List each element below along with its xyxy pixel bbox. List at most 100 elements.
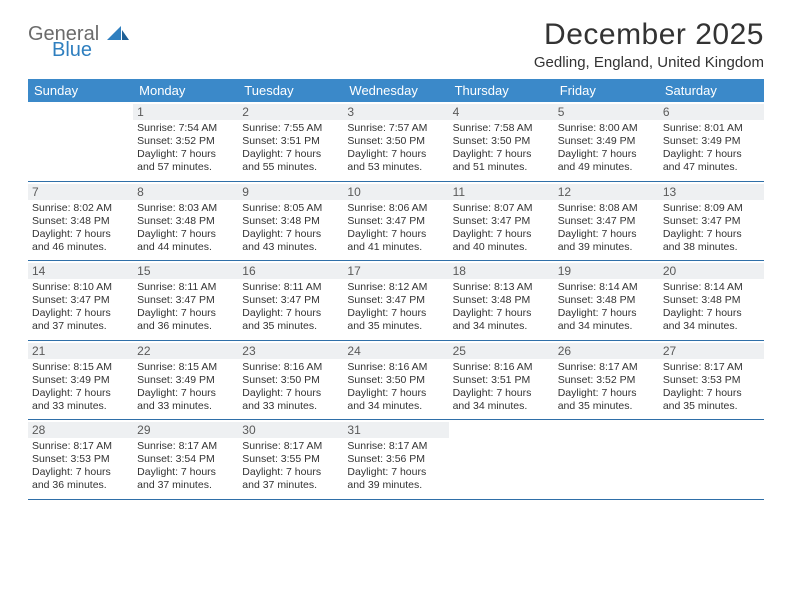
day-info: Sunrise: 8:06 AMSunset: 3:47 PMDaylight:…	[347, 202, 444, 255]
daylight-text: Daylight: 7 hours and 33 minutes.	[137, 387, 234, 413]
sunset-text: Sunset: 3:49 PM	[663, 135, 760, 148]
day-cell: 3Sunrise: 7:57 AMSunset: 3:50 PMDaylight…	[343, 102, 448, 181]
day-cell: 10Sunrise: 8:06 AMSunset: 3:47 PMDayligh…	[343, 182, 448, 261]
day-cell: 17Sunrise: 8:12 AMSunset: 3:47 PMDayligh…	[343, 261, 448, 340]
sunset-text: Sunset: 3:50 PM	[453, 135, 550, 148]
day-number: 11	[449, 184, 554, 200]
sunrise-text: Sunrise: 8:01 AM	[663, 122, 760, 135]
day-cell: 26Sunrise: 8:17 AMSunset: 3:52 PMDayligh…	[554, 341, 659, 420]
day-number: 13	[659, 184, 764, 200]
day-number: 22	[133, 343, 238, 359]
sunrise-text: Sunrise: 8:16 AM	[347, 361, 444, 374]
sunrise-text: Sunrise: 8:05 AM	[242, 202, 339, 215]
week-row: 1Sunrise: 7:54 AMSunset: 3:52 PMDaylight…	[28, 102, 764, 182]
day-info: Sunrise: 8:15 AMSunset: 3:49 PMDaylight:…	[32, 361, 129, 414]
sunrise-text: Sunrise: 8:09 AM	[663, 202, 760, 215]
day-number: 16	[238, 263, 343, 279]
day-cell: 13 Sunrise: 8:09 AMSunset: 3:47 PMDayligh…	[659, 182, 764, 261]
week-row: 7 Sunrise: 8:02 AMSunset: 3:48 PMDaylight…	[28, 182, 764, 262]
day-cell: 30Sunrise: 8:17 AMSunset: 3:55 PMDayligh…	[238, 420, 343, 499]
weekday-header-row: Sunday Monday Tuesday Wednesday Thursday…	[28, 79, 764, 102]
day-number: 7	[28, 184, 133, 200]
day-info: Sunrise: 8:02 AMSunset: 3:48 PMDaylight:…	[32, 202, 129, 255]
day-info: Sunrise: 8:11 AMSunset: 3:47 PMDaylight:…	[137, 281, 234, 334]
day-number: 31	[343, 422, 448, 438]
daylight-text: Daylight: 7 hours and 43 minutes.	[242, 228, 339, 254]
sunrise-text: Sunrise: 8:17 AM	[32, 440, 129, 453]
sunrise-text: Sunrise: 8:11 AM	[242, 281, 339, 294]
sunrise-text: Sunrise: 8:15 AM	[137, 361, 234, 374]
day-cell: 16 Sunrise: 8:11 AMSunset: 3:47 PMDayligh…	[238, 261, 343, 340]
day-info: Sunrise: 8:09 AMSunset: 3:47 PMDaylight:…	[663, 202, 760, 255]
day-info: Sunrise: 8:03 AMSunset: 3:48 PMDaylight:…	[137, 202, 234, 255]
daylight-text: Daylight: 7 hours and 35 minutes.	[663, 387, 760, 413]
daylight-text: Daylight: 7 hours and 34 minutes.	[453, 387, 550, 413]
day-info: Sunrise: 8:12 AMSunset: 3:47 PMDaylight:…	[347, 281, 444, 334]
day-info: Sunrise: 8:07 AMSunset: 3:47 PMDaylight:…	[453, 202, 550, 255]
daylight-text: Daylight: 7 hours and 46 minutes.	[32, 228, 129, 254]
day-cell	[554, 420, 659, 499]
day-cell: 9Sunrise: 8:05 AMSunset: 3:48 PMDaylight…	[238, 182, 343, 261]
weekday-header: Tuesday	[238, 79, 343, 102]
day-number: 25	[449, 343, 554, 359]
sunset-text: Sunset: 3:52 PM	[558, 374, 655, 387]
sunrise-text: Sunrise: 8:17 AM	[137, 440, 234, 453]
day-number	[554, 422, 659, 424]
day-cell	[28, 102, 133, 181]
sunset-text: Sunset: 3:48 PM	[453, 294, 550, 307]
weekday-header: Sunday	[28, 79, 133, 102]
day-cell: 20Sunrise: 8:14 AMSunset: 3:48 PMDayligh…	[659, 261, 764, 340]
daylight-text: Daylight: 7 hours and 37 minutes.	[32, 307, 129, 333]
sunrise-text: Sunrise: 7:54 AM	[137, 122, 234, 135]
sunset-text: Sunset: 3:47 PM	[347, 294, 444, 307]
week-row: 14Sunrise: 8:10 AMSunset: 3:47 PMDayligh…	[28, 261, 764, 341]
day-info: Sunrise: 8:16 AMSunset: 3:50 PMDaylight:…	[347, 361, 444, 414]
day-info: Sunrise: 8:16 AMSunset: 3:51 PMDaylight:…	[453, 361, 550, 414]
daylight-text: Daylight: 7 hours and 44 minutes.	[137, 228, 234, 254]
day-cell: 31 Sunrise: 8:17 AMSunset: 3:56 PMDayligh…	[343, 420, 448, 499]
daylight-text: Daylight: 7 hours and 38 minutes.	[663, 228, 760, 254]
sunset-text: Sunset: 3:53 PM	[32, 453, 129, 466]
daylight-text: Daylight: 7 hours and 34 minutes.	[663, 307, 760, 333]
page-header: General Blue December 2025 Gedling, Engl…	[28, 18, 764, 71]
day-number: 26	[554, 343, 659, 359]
day-info: Sunrise: 8:17 AMSunset: 3:56 PMDaylight:…	[347, 440, 444, 493]
day-info: Sunrise: 8:11 AMSunset: 3:47 PMDaylight:…	[242, 281, 339, 334]
sunrise-text: Sunrise: 8:14 AM	[558, 281, 655, 294]
calendar-page: General Blue December 2025 Gedling, Engl…	[0, 0, 792, 500]
day-number: 9	[238, 184, 343, 200]
daylight-text: Daylight: 7 hours and 53 minutes.	[347, 148, 444, 174]
sunset-text: Sunset: 3:50 PM	[347, 374, 444, 387]
day-cell: 5Sunrise: 8:00 AMSunset: 3:49 PMDaylight…	[554, 102, 659, 181]
sunset-text: Sunset: 3:47 PM	[242, 294, 339, 307]
day-number: 19	[554, 263, 659, 279]
day-info: Sunrise: 8:14 AMSunset: 3:48 PMDaylight:…	[663, 281, 760, 334]
sunset-text: Sunset: 3:49 PM	[137, 374, 234, 387]
day-info: Sunrise: 8:15 AMSunset: 3:49 PMDaylight:…	[137, 361, 234, 414]
daylight-text: Daylight: 7 hours and 39 minutes.	[347, 466, 444, 492]
sunrise-text: Sunrise: 8:00 AM	[558, 122, 655, 135]
day-cell: 6Sunrise: 8:01 AMSunset: 3:49 PMDaylight…	[659, 102, 764, 181]
day-number: 15	[133, 263, 238, 279]
sunset-text: Sunset: 3:51 PM	[453, 374, 550, 387]
sunset-text: Sunset: 3:47 PM	[663, 215, 760, 228]
day-number: 2	[238, 104, 343, 120]
day-info: Sunrise: 8:17 AMSunset: 3:53 PMDaylight:…	[32, 440, 129, 493]
daylight-text: Daylight: 7 hours and 34 minutes.	[347, 387, 444, 413]
daylight-text: Daylight: 7 hours and 35 minutes.	[347, 307, 444, 333]
sunrise-text: Sunrise: 8:10 AM	[32, 281, 129, 294]
day-cell: 18Sunrise: 8:13 AMSunset: 3:48 PMDayligh…	[449, 261, 554, 340]
day-cell: 8Sunrise: 8:03 AMSunset: 3:48 PMDaylight…	[133, 182, 238, 261]
sunrise-text: Sunrise: 7:57 AM	[347, 122, 444, 135]
day-number	[28, 104, 133, 106]
day-cell: 15 Sunrise: 8:11 AMSunset: 3:47 PMDayligh…	[133, 261, 238, 340]
week-row: 28Sunrise: 8:17 AMSunset: 3:53 PMDayligh…	[28, 420, 764, 500]
day-info: Sunrise: 7:58 AMSunset: 3:50 PMDaylight:…	[453, 122, 550, 175]
day-number: 28	[28, 422, 133, 438]
sunset-text: Sunset: 3:48 PM	[558, 294, 655, 307]
week-row: 21Sunrise: 8:15 AMSunset: 3:49 PMDayligh…	[28, 341, 764, 421]
day-info: Sunrise: 7:54 AMSunset: 3:52 PMDaylight:…	[137, 122, 234, 175]
sunrise-text: Sunrise: 8:17 AM	[558, 361, 655, 374]
logo: General Blue	[28, 18, 129, 60]
location: Gedling, England, United Kingdom	[534, 54, 764, 71]
